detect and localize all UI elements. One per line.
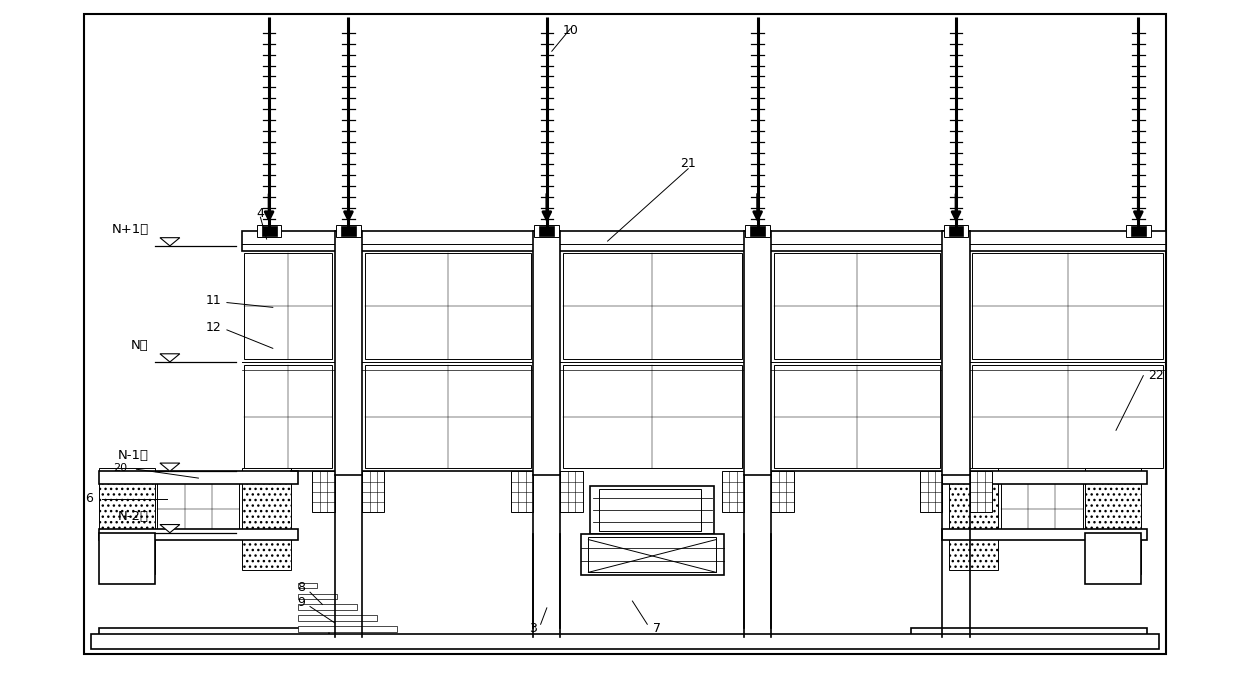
Bar — [242, 468, 291, 570]
Text: 6: 6 — [86, 492, 93, 505]
Bar — [298, 583, 317, 588]
Bar — [599, 489, 701, 531]
Bar — [99, 628, 329, 641]
Bar — [242, 231, 1166, 251]
Bar — [1001, 482, 1083, 536]
Bar — [534, 225, 559, 237]
Bar — [970, 471, 992, 512]
Bar — [944, 225, 968, 237]
Bar — [298, 594, 337, 599]
Polygon shape — [160, 354, 180, 362]
Bar — [362, 471, 384, 512]
Bar — [99, 533, 155, 584]
Bar — [84, 14, 1166, 654]
Bar — [1126, 225, 1151, 237]
Bar — [298, 615, 377, 621]
Bar — [1085, 533, 1141, 584]
Text: 21: 21 — [681, 157, 696, 171]
Bar — [257, 225, 281, 237]
Bar — [774, 365, 940, 468]
Bar — [590, 486, 714, 534]
Polygon shape — [160, 463, 180, 471]
Polygon shape — [160, 238, 180, 246]
Text: 20: 20 — [113, 463, 128, 473]
Bar — [99, 529, 298, 540]
Bar — [99, 468, 155, 574]
Polygon shape — [160, 525, 180, 533]
Text: 10: 10 — [563, 24, 578, 37]
Text: 22: 22 — [1148, 369, 1163, 382]
Bar — [774, 253, 940, 359]
Bar — [942, 231, 970, 475]
Text: 11: 11 — [206, 294, 221, 307]
Bar — [972, 365, 1163, 468]
Bar — [949, 468, 998, 570]
Bar — [157, 482, 239, 536]
Bar — [745, 225, 770, 237]
Bar — [920, 471, 942, 512]
Text: 7: 7 — [653, 622, 661, 635]
Text: N+1层: N+1层 — [112, 223, 149, 236]
Text: 8: 8 — [298, 581, 305, 594]
Bar — [244, 365, 332, 468]
Text: N层: N层 — [131, 339, 149, 352]
Bar — [336, 225, 361, 237]
Text: N-2层: N-2层 — [118, 510, 149, 523]
Bar — [298, 626, 397, 632]
Text: 9: 9 — [298, 596, 305, 609]
Bar — [942, 471, 1147, 484]
Bar — [262, 226, 277, 236]
Bar — [312, 471, 335, 512]
Bar — [771, 471, 794, 512]
Bar — [949, 226, 963, 236]
Bar — [744, 231, 771, 475]
Bar — [722, 471, 744, 512]
Bar — [539, 226, 554, 236]
Bar — [91, 634, 1159, 649]
Text: 12: 12 — [206, 321, 221, 335]
Bar — [750, 226, 765, 236]
Bar — [911, 628, 1147, 641]
Bar — [1085, 468, 1141, 574]
Bar — [99, 471, 298, 484]
Text: N-1层: N-1层 — [118, 449, 149, 462]
Text: 3: 3 — [529, 622, 537, 635]
Bar — [563, 253, 742, 359]
Bar — [365, 365, 531, 468]
Bar — [563, 365, 742, 468]
Bar — [244, 253, 332, 359]
Bar — [533, 231, 560, 475]
Bar — [942, 529, 1147, 540]
Bar — [341, 226, 356, 236]
Bar — [335, 231, 362, 475]
Text: 4: 4 — [257, 206, 264, 220]
Bar — [365, 253, 531, 359]
Bar — [588, 537, 715, 572]
Bar — [511, 471, 533, 512]
Bar — [972, 253, 1163, 359]
Bar — [560, 471, 583, 512]
Bar — [298, 604, 357, 610]
Bar — [580, 534, 724, 575]
Bar — [1131, 226, 1146, 236]
